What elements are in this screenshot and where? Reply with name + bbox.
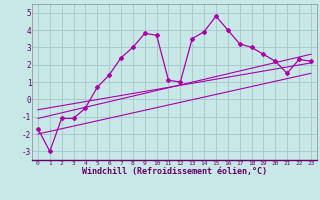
X-axis label: Windchill (Refroidissement éolien,°C): Windchill (Refroidissement éolien,°C) [82,167,267,176]
